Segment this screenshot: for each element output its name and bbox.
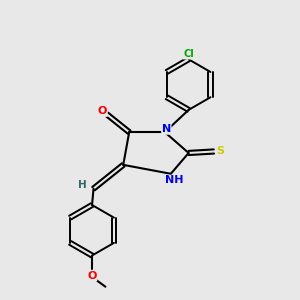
Text: NH: NH [164,175,183,185]
Text: H: H [78,180,87,190]
Text: S: S [216,146,224,157]
Text: Cl: Cl [183,49,194,59]
Text: O: O [98,106,107,116]
Text: N: N [162,124,171,134]
Text: O: O [87,271,97,281]
